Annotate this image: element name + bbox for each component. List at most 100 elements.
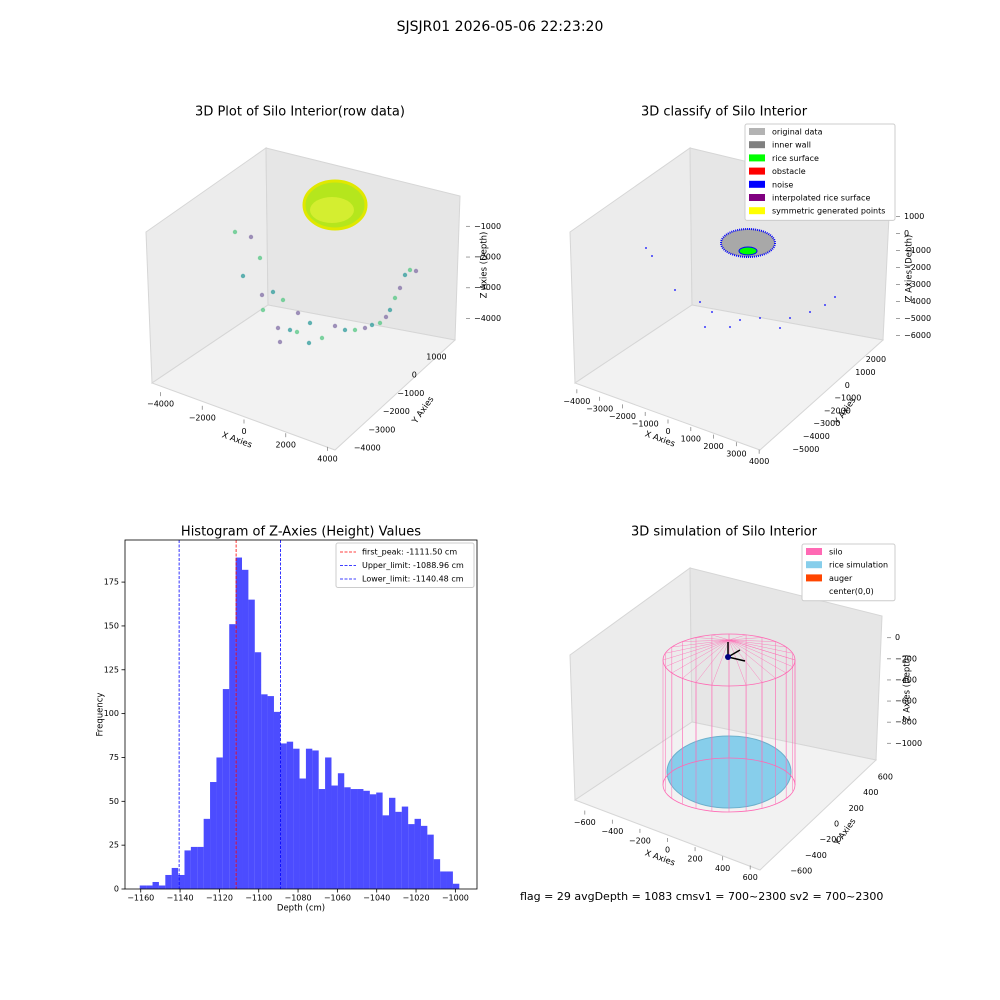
z-tick-label: −4000 xyxy=(474,314,501,323)
noise-point xyxy=(759,317,761,319)
silo-roof xyxy=(695,639,730,683)
silo-roof xyxy=(695,637,730,641)
legend-box xyxy=(335,542,475,588)
raw-point xyxy=(240,273,246,279)
bar xyxy=(395,811,402,889)
noise-point xyxy=(729,326,731,328)
chart-title: 3D simulation of Silo Interior xyxy=(631,525,818,540)
y-tick-label: 200 xyxy=(849,804,864,813)
noise-point xyxy=(711,311,713,313)
bar xyxy=(273,711,281,889)
zlabel: Z Axies (Depth) xyxy=(480,232,490,299)
bar xyxy=(427,834,434,889)
x-tick-label: 0 xyxy=(665,846,670,855)
bar xyxy=(267,696,274,889)
silo-roof xyxy=(728,639,793,654)
legend-swatch xyxy=(806,548,822,555)
center xyxy=(725,654,731,660)
bar xyxy=(414,818,421,889)
raw-point xyxy=(270,289,276,295)
raw-point xyxy=(387,307,393,313)
z-tick-label: −1000 xyxy=(904,246,931,255)
bar xyxy=(299,778,306,889)
x-tick-label: −1140 xyxy=(167,894,194,903)
x-tick-label: 600 xyxy=(743,873,758,882)
silo-roof xyxy=(671,639,730,648)
noise-point xyxy=(739,319,741,321)
raw-point xyxy=(352,327,358,333)
x-tick-label: 0 xyxy=(665,427,670,436)
legend-label: Lower_limit: -1140.48 cm xyxy=(362,575,464,584)
x-tick-label: −1060 xyxy=(324,894,351,903)
y-tick-label: −400 xyxy=(805,851,827,860)
legend-label: rice surface xyxy=(772,154,819,163)
chart-title: Histogram of Z-Axies (Height) Values xyxy=(181,525,421,540)
bar xyxy=(382,815,389,889)
bar xyxy=(171,867,179,889)
z-tick-label: −3000 xyxy=(474,283,501,292)
pane-floor xyxy=(150,304,457,451)
y-tick-label: 25 xyxy=(109,841,119,850)
y-tick-label: −1000 xyxy=(834,394,861,403)
legend-swatch xyxy=(749,180,765,188)
legend-label: silo xyxy=(829,548,843,557)
raw-point xyxy=(369,322,375,328)
x-tick-label: 2000 xyxy=(276,441,296,450)
legend-label: original data xyxy=(772,128,823,137)
y-tick-label: 2000 xyxy=(866,355,886,364)
bar xyxy=(261,694,268,889)
z-tick-label: −3000 xyxy=(904,280,931,289)
silo-roof xyxy=(728,637,763,641)
y-tick-label: −1000 xyxy=(397,389,424,398)
y-tick-label: −600 xyxy=(790,867,812,876)
bar xyxy=(248,599,255,889)
y-tick-label: 1000 xyxy=(426,352,446,361)
silo-roof xyxy=(728,639,776,679)
bar xyxy=(357,789,364,889)
legend-swatch xyxy=(749,154,765,162)
bar xyxy=(242,569,249,889)
x-tick-label: 2000 xyxy=(703,442,723,451)
silo-roof xyxy=(728,639,796,661)
y-tick-label: −5000 xyxy=(792,445,819,454)
raw-point xyxy=(377,320,383,326)
y-tick-label: 0 xyxy=(845,381,850,390)
bar xyxy=(408,824,415,889)
silo-roof xyxy=(682,639,730,642)
y-tick-label: 175 xyxy=(104,578,119,587)
raw-point xyxy=(413,268,419,274)
y-tick-label: 0 xyxy=(834,820,839,829)
bar xyxy=(203,818,211,889)
bar xyxy=(216,757,223,889)
z-tick-label: 0 xyxy=(904,229,909,238)
silo-roof xyxy=(671,639,730,674)
legend-label: interpolated rice surface xyxy=(772,194,870,203)
y-tick-label: −2000 xyxy=(383,407,410,416)
raw-point xyxy=(248,234,254,240)
x-tick-label: −4000 xyxy=(147,400,174,409)
bar xyxy=(363,790,370,889)
bar xyxy=(222,689,230,889)
noise-point xyxy=(809,311,811,313)
bar xyxy=(190,846,198,889)
bar xyxy=(184,850,191,889)
silo-roof xyxy=(711,639,730,686)
x-tick-label: 0 xyxy=(241,427,246,436)
y-tick-label: 125 xyxy=(104,665,119,674)
x-tick-label: 1000 xyxy=(681,435,701,444)
legend-label: noise xyxy=(772,180,793,189)
raw-point xyxy=(294,329,300,335)
legend-swatch xyxy=(749,128,765,135)
bar xyxy=(433,859,441,889)
z-tick-label: −600 xyxy=(895,697,917,706)
y-tick-label: 150 xyxy=(104,621,119,630)
x-tick-label: −1040 xyxy=(363,894,390,903)
pane-floor xyxy=(573,304,885,451)
raw-point xyxy=(307,320,313,326)
x-tick-label: 400 xyxy=(715,864,730,873)
noise-point xyxy=(699,301,701,303)
noise-point xyxy=(645,247,647,249)
x-tick-label: −1000 xyxy=(442,894,469,903)
bar xyxy=(235,557,243,889)
raw-point xyxy=(280,297,286,303)
